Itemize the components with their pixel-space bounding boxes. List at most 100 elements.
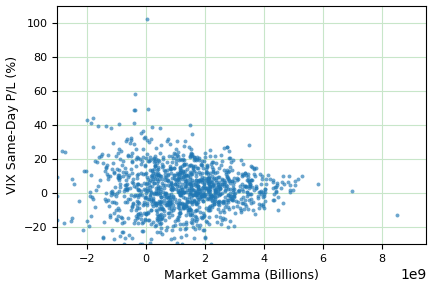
Point bbox=[167, 191, 174, 196]
Point bbox=[213, 160, 220, 165]
Point bbox=[212, 171, 219, 176]
Point bbox=[189, 221, 196, 225]
Point bbox=[142, 212, 149, 217]
Point bbox=[261, 187, 268, 192]
Point bbox=[210, 192, 216, 197]
Point bbox=[175, 188, 182, 192]
Point bbox=[168, 181, 175, 186]
Point bbox=[205, 171, 212, 176]
Point bbox=[175, 172, 182, 176]
Point bbox=[177, 168, 184, 172]
Point bbox=[206, 175, 213, 180]
Point bbox=[189, 224, 196, 229]
Point bbox=[214, 200, 221, 204]
Point bbox=[152, 189, 159, 193]
Point bbox=[140, 186, 147, 191]
Point bbox=[206, 208, 213, 212]
Point bbox=[147, 240, 154, 245]
Point bbox=[70, 182, 77, 186]
Point bbox=[221, 195, 228, 200]
Point bbox=[257, 203, 264, 207]
Point bbox=[152, 207, 159, 212]
Point bbox=[262, 198, 269, 203]
Point bbox=[216, 184, 222, 189]
Point bbox=[135, 193, 142, 198]
Point bbox=[247, 192, 254, 196]
Point bbox=[100, 161, 107, 166]
Point bbox=[186, 163, 193, 168]
Point bbox=[176, 221, 183, 226]
Point bbox=[208, 160, 215, 165]
Point bbox=[214, 188, 221, 192]
Point bbox=[176, 211, 183, 216]
Point bbox=[219, 178, 226, 183]
Point bbox=[154, 183, 161, 188]
Point bbox=[99, 236, 106, 240]
Point bbox=[168, 227, 175, 232]
Point bbox=[187, 181, 194, 186]
Point bbox=[270, 198, 277, 202]
Point bbox=[214, 201, 221, 206]
Point bbox=[137, 217, 144, 222]
Point bbox=[149, 198, 156, 203]
Point bbox=[153, 209, 160, 213]
Point bbox=[206, 188, 213, 192]
Point bbox=[198, 177, 205, 181]
Point bbox=[115, 176, 122, 181]
Point bbox=[219, 218, 226, 223]
Point bbox=[156, 219, 162, 224]
Point bbox=[244, 194, 251, 198]
Point bbox=[238, 197, 245, 201]
Point bbox=[184, 206, 191, 211]
Point bbox=[229, 168, 236, 173]
Point bbox=[206, 189, 213, 193]
Point bbox=[186, 180, 193, 184]
Point bbox=[228, 194, 235, 199]
Point bbox=[150, 174, 157, 179]
Point bbox=[227, 196, 234, 200]
Point bbox=[150, 156, 157, 161]
Point bbox=[245, 185, 252, 190]
Point bbox=[214, 185, 221, 190]
Point bbox=[219, 215, 226, 220]
Point bbox=[178, 202, 185, 206]
Point bbox=[138, 161, 145, 166]
Point bbox=[155, 217, 162, 222]
Point bbox=[261, 192, 268, 196]
Point bbox=[188, 200, 195, 204]
Point bbox=[141, 136, 148, 141]
Point bbox=[227, 197, 234, 202]
Point bbox=[109, 140, 116, 145]
Point bbox=[198, 194, 205, 198]
Point bbox=[127, 140, 133, 145]
Point bbox=[111, 211, 118, 215]
Point bbox=[234, 176, 241, 181]
Point bbox=[165, 171, 172, 176]
Point bbox=[180, 222, 187, 226]
Point bbox=[246, 143, 253, 148]
Point bbox=[238, 186, 245, 191]
Point bbox=[105, 174, 111, 179]
Point bbox=[237, 184, 244, 188]
Point bbox=[142, 194, 149, 199]
Point bbox=[208, 192, 215, 197]
Point bbox=[108, 125, 114, 130]
Point bbox=[218, 153, 225, 157]
Point bbox=[167, 184, 174, 188]
Point bbox=[230, 194, 237, 198]
Point bbox=[223, 175, 230, 179]
Point bbox=[156, 198, 162, 203]
Point bbox=[173, 241, 180, 245]
Point bbox=[181, 177, 188, 181]
Point bbox=[260, 190, 267, 195]
Point bbox=[172, 156, 179, 161]
Point bbox=[152, 174, 159, 179]
Point bbox=[223, 186, 230, 190]
Point bbox=[206, 185, 213, 190]
Point bbox=[165, 178, 172, 183]
Point bbox=[175, 206, 182, 211]
Point bbox=[193, 223, 200, 228]
Point bbox=[182, 179, 189, 184]
Point bbox=[194, 190, 200, 195]
Point bbox=[93, 188, 100, 193]
